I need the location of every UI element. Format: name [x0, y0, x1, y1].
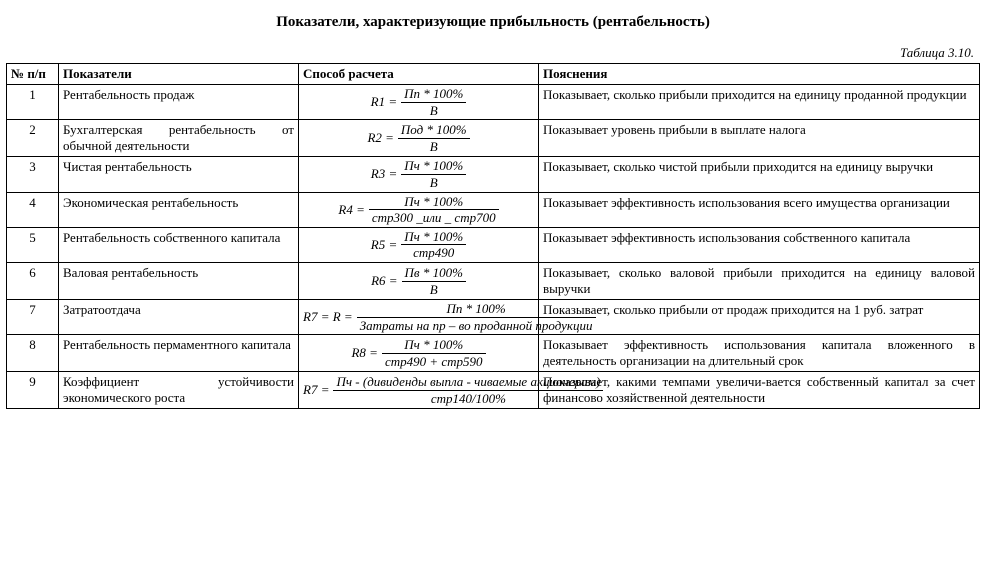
formula-fraction: Пч * 100%В [401, 159, 466, 189]
indicator-name: Затратоотдача [59, 300, 299, 335]
table-header-row: № п/п Показатели Способ расчета Пояснени… [7, 64, 980, 85]
formula-cell: R5 =Пч * 100%стр490 [299, 227, 539, 262]
formula-fraction: Под * 100%В [398, 123, 470, 153]
profitability-table: № п/п Показатели Способ расчета Пояснени… [6, 63, 980, 409]
explanation: Показывает, сколько валовой прибыли прих… [539, 263, 980, 300]
row-number: 4 [7, 192, 59, 227]
table-row: 9Коэффициент устойчивости экономического… [7, 372, 980, 409]
formula-fraction: Пч * 100%стр300 _или _ стр700 [369, 195, 499, 225]
row-number: 7 [7, 300, 59, 335]
indicator-name: Коэффициент устойчивости экономического … [59, 372, 299, 409]
formula-lhs: R8 = [351, 345, 377, 361]
explanation: Показывает, сколько прибыли приходится н… [539, 85, 980, 120]
indicator-name: Рентабельность продаж [59, 85, 299, 120]
row-number: 5 [7, 227, 59, 262]
formula-fraction: Пч * 100%стр490 [401, 230, 466, 260]
table-row: 3Чистая рентабельностьR3 =Пч * 100%ВПока… [7, 157, 980, 192]
formula-fraction: Пп * 100%В [401, 87, 466, 117]
explanation: Показывает эффективность использования к… [539, 335, 980, 372]
formula-cell: R1 =Пп * 100%В [299, 85, 539, 120]
col-num: № п/п [7, 64, 59, 85]
explanation: Показывает, какими темпами увеличи-ваетс… [539, 372, 980, 409]
indicator-name: Валовая рентабельность [59, 263, 299, 300]
formula-lhs: R3 = [371, 166, 397, 182]
formula-cell: R4 = Пч * 100%стр300 _или _ стр700 [299, 192, 539, 227]
table-row: 4Экономическая рентабельность R4 = Пч * 10… [7, 192, 980, 227]
explanation: Показывает, сколько прибыли от продаж пр… [539, 300, 980, 335]
formula-cell: R7 =Пч - (дивиденды выпла - чиваемые акц… [299, 372, 539, 409]
formula-lhs: R6 = [371, 273, 397, 289]
formula-fraction: Пч * 100%стр490 + стр590 [382, 338, 486, 368]
formula-lhs: R7 = R = [303, 309, 353, 325]
row-number: 1 [7, 85, 59, 120]
page-title: Показатели, характеризующие прибыльность… [6, 14, 980, 31]
col-indicator: Показатели [59, 64, 299, 85]
col-expl: Пояснения [539, 64, 980, 85]
formula-lhs: R5 = [371, 237, 397, 253]
explanation: Показывает эффективность использования в… [539, 192, 980, 227]
row-number: 6 [7, 263, 59, 300]
indicator-name: Рентабельность собственного капитала [59, 227, 299, 262]
table-caption: Таблица 3.10. [6, 45, 974, 61]
formula-lhs: R4 = [338, 202, 364, 218]
table-row: 6Валовая рентабельность R6 = Пв * 100%В Пок… [7, 263, 980, 300]
explanation: Показывает, сколько чистой прибыли прихо… [539, 157, 980, 192]
formula-lhs: R1 = [371, 94, 397, 110]
table-row: 2Бухгалтерская рентабельность от обычной… [7, 120, 980, 157]
formula-lhs: R2 = [367, 130, 393, 146]
table-row: 1Рентабельность продажR1 =Пп * 100%ВПока… [7, 85, 980, 120]
formula-cell: R2 = Под * 100%В [299, 120, 539, 157]
row-number: 3 [7, 157, 59, 192]
formula-cell: R7 = R =Пп * 100%Затраты на пр – во прод… [299, 300, 539, 335]
table-row: 8Рентабельность пермаментного капиталаR8… [7, 335, 980, 372]
row-number: 8 [7, 335, 59, 372]
table-row: 5Рентабельность собственного капиталаR5 … [7, 227, 980, 262]
row-number: 9 [7, 372, 59, 409]
col-formula: Способ расчета [299, 64, 539, 85]
indicator-name: Чистая рентабельность [59, 157, 299, 192]
formula-cell: R8 = Пч * 100%стр490 + стр590 [299, 335, 539, 372]
formula-cell: R3 =Пч * 100%В [299, 157, 539, 192]
indicator-name: Бухгалтерская рентабельность от обычной … [59, 120, 299, 157]
formula-fraction: Пв * 100%В [402, 266, 466, 296]
indicator-name: Рентабельность пермаментного капитала [59, 335, 299, 372]
row-number: 2 [7, 120, 59, 157]
table-row: 7ЗатратоотдачаR7 = R =Пп * 100%Затраты н… [7, 300, 980, 335]
indicator-name: Экономическая рентабельность [59, 192, 299, 227]
formula-cell: R6 = Пв * 100%В [299, 263, 539, 300]
explanation: Показывает уровень прибыли в выплате нал… [539, 120, 980, 157]
explanation: Показывает эффективность использования с… [539, 227, 980, 262]
formula-lhs: R7 = [303, 382, 329, 398]
